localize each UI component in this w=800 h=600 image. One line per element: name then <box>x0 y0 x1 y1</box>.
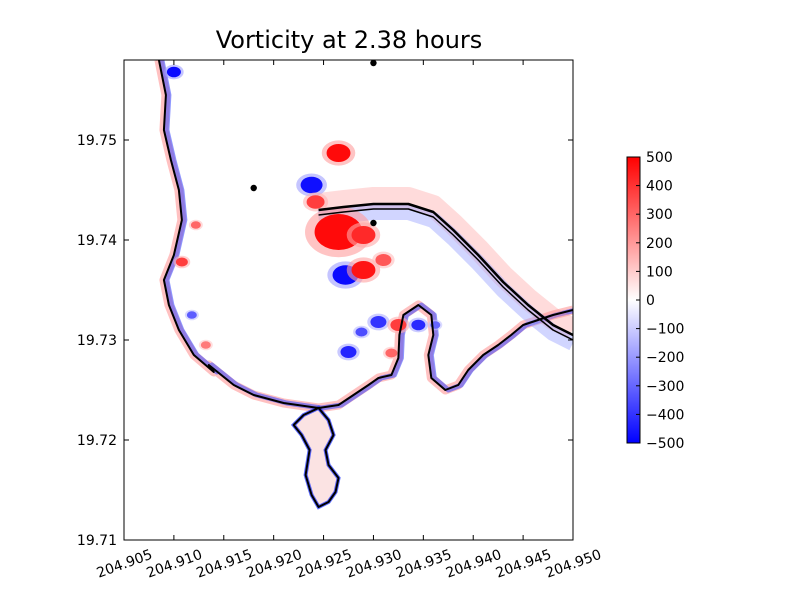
vortex-core <box>166 66 181 78</box>
colorbar-tick-label: −500 <box>646 436 684 452</box>
x-tick-label: 204.905 <box>95 547 155 582</box>
colorbar-tick-label: −300 <box>646 379 684 395</box>
station-point <box>370 219 377 227</box>
vortex-core <box>200 341 211 349</box>
vortex-core <box>355 327 368 337</box>
chart-title: Vorticity at 2.38 hours <box>215 26 483 54</box>
y-tick-label: 19.71 <box>77 533 117 549</box>
vortex-core <box>175 257 188 267</box>
colorbar-tick-label: −100 <box>646 322 684 338</box>
vortex-core <box>411 319 426 331</box>
x-tick-label: 204.940 <box>444 547 504 582</box>
bay-shear-band <box>290 405 341 510</box>
x-tick-label: 204.915 <box>194 547 254 582</box>
colorbar-tick-label: 200 <box>646 236 673 252</box>
colorbar-tick-label: 500 <box>646 150 673 166</box>
vortex-core <box>390 319 407 331</box>
coast-shear-band-inner <box>159 60 573 411</box>
vortex-core <box>351 261 376 279</box>
x-tick-label: 204.950 <box>544 547 604 582</box>
y-tick-label: 19.72 <box>77 433 117 449</box>
colorbar-tick-label: 100 <box>646 264 673 280</box>
breakwater-wake-red <box>317 187 573 339</box>
vortex-core <box>340 346 357 358</box>
plot-area <box>154 60 573 510</box>
colorbar-tick-label: 0 <box>646 293 655 309</box>
vortex-core <box>300 176 323 194</box>
x-tick-label: 204.920 <box>244 547 304 582</box>
y-tick-label: 19.74 <box>77 233 117 249</box>
vortex-core <box>306 195 325 209</box>
colorbar-tick-label: −200 <box>646 350 684 366</box>
vortex-core <box>370 316 387 328</box>
breakwater-line <box>318 202 573 337</box>
x-tick-label: 204.910 <box>145 547 205 582</box>
y-tick-label: 19.73 <box>77 333 117 349</box>
vortex-core <box>326 144 351 162</box>
x-tick-label: 204.945 <box>494 547 554 582</box>
vortex-core <box>385 348 398 358</box>
coastline <box>157 60 573 409</box>
y-tick-label: 19.75 <box>77 133 117 149</box>
station-point <box>250 184 257 192</box>
x-tick-label: 204.930 <box>344 547 404 582</box>
vortex-core <box>190 221 201 229</box>
vortex-core <box>351 226 376 244</box>
colorbar: 500 400 300 200 100 0 −100 −200 −300 −400 −500 <box>626 150 684 452</box>
plot-frame <box>123 59 574 541</box>
colorbar-tick-label: 300 <box>646 207 673 223</box>
vortex-core <box>186 311 197 319</box>
breakwater-line-inner <box>318 208 573 341</box>
vortex-core <box>375 254 392 266</box>
colorbar-tick-label: 400 <box>646 179 673 195</box>
x-tick-label: 204.935 <box>394 547 454 582</box>
colorbar-tick-label: −400 <box>646 407 684 423</box>
x-tick-label: 204.925 <box>294 547 354 582</box>
bay-coastline <box>292 407 340 508</box>
